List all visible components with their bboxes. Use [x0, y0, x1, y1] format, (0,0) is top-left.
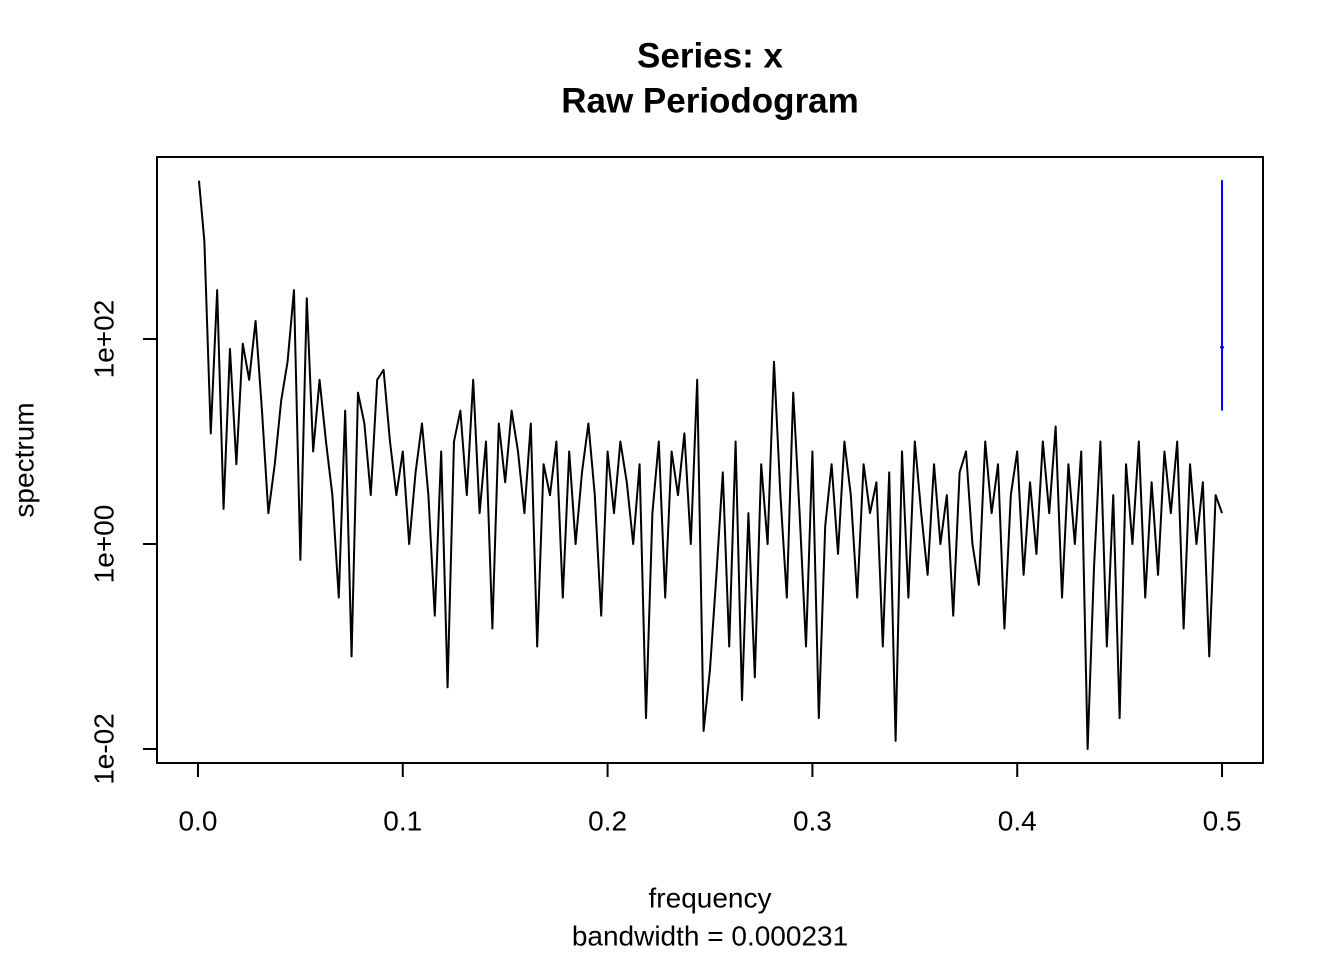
x-tick-label: 0.3 [793, 805, 832, 836]
x-tick-label: 0.0 [178, 805, 217, 836]
chart-subtitle: Raw Periodogram [561, 81, 859, 120]
x-tick-label: 0.4 [998, 805, 1037, 836]
y-tick-label: 1e+00 [88, 505, 119, 584]
y-axis-label: spectrum [8, 402, 39, 517]
x-axis-label: frequency [649, 882, 772, 913]
x-tick-label: 0.1 [383, 805, 422, 836]
x-tick-label: 0.5 [1203, 805, 1242, 836]
x-tick-label: 0.2 [588, 805, 627, 836]
y-tick-label: 1e-02 [88, 713, 119, 785]
y-tick-label: 1e+02 [88, 300, 119, 379]
x-axis-sublabel: bandwidth = 0.000231 [572, 920, 848, 951]
chart-title: Series: x [637, 36, 783, 75]
spectrum-line [197, 180, 1223, 750]
